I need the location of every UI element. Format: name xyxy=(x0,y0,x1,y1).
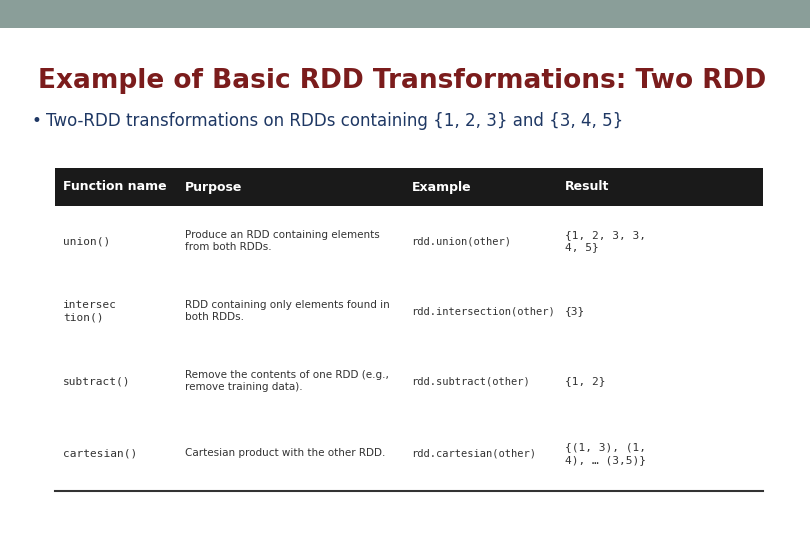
Bar xyxy=(0,0,810,28)
Text: {1, 2}: {1, 2} xyxy=(565,376,606,386)
Text: RDD containing only elements found in
both RDDs.: RDD containing only elements found in bo… xyxy=(185,300,390,322)
Text: rdd.union(other): rdd.union(other) xyxy=(411,236,511,246)
Text: Function name: Function name xyxy=(63,180,167,193)
Text: Produce an RDD containing elements
from both RDDs.: Produce an RDD containing elements from … xyxy=(185,230,379,252)
Text: rdd.subtract(other): rdd.subtract(other) xyxy=(411,376,530,386)
Text: {1, 2, 3, 3,
4, 5}: {1, 2, 3, 3, 4, 5} xyxy=(565,230,646,252)
Text: Cartesian product with the other RDD.: Cartesian product with the other RDD. xyxy=(185,449,385,458)
Text: Example: Example xyxy=(411,180,471,193)
Text: cartesian(): cartesian() xyxy=(63,449,138,458)
Text: union(): union() xyxy=(63,236,110,246)
Text: •: • xyxy=(32,112,42,130)
Text: rdd.intersection(other): rdd.intersection(other) xyxy=(411,306,555,316)
Text: {3}: {3} xyxy=(565,306,586,316)
Text: Purpose: Purpose xyxy=(185,180,242,193)
Bar xyxy=(55,416,763,491)
Bar xyxy=(55,168,763,206)
Bar xyxy=(55,206,763,276)
Text: Remove the contents of one RDD (e.g.,
remove training data).: Remove the contents of one RDD (e.g., re… xyxy=(185,369,389,393)
Text: {(1, 3), (1,
4), … (3,5)}: {(1, 3), (1, 4), … (3,5)} xyxy=(565,442,646,465)
Text: Two-RDD transformations on RDDs containing {1, 2, 3} and {3, 4, 5}: Two-RDD transformations on RDDs containi… xyxy=(46,112,623,130)
Text: rdd.cartesian(other): rdd.cartesian(other) xyxy=(411,449,536,458)
Text: intersec
tion(): intersec tion() xyxy=(63,300,117,322)
Text: Example of Basic RDD Transformations: Two RDD: Example of Basic RDD Transformations: Tw… xyxy=(38,68,766,94)
Bar xyxy=(55,276,763,346)
Text: Result: Result xyxy=(565,180,610,193)
Bar xyxy=(55,346,763,416)
Text: subtract(): subtract() xyxy=(63,376,130,386)
